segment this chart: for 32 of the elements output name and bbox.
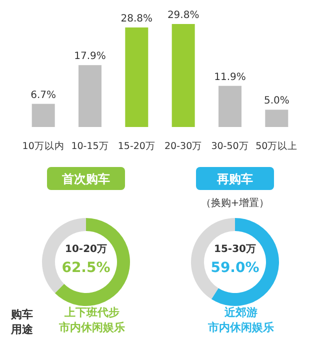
x-tick-label: 15-20万: [118, 141, 156, 152]
data-label: 29.8%: [167, 10, 200, 21]
bar: [218, 86, 242, 127]
text: 近郊游: [224, 306, 258, 319]
text: 购车用途: [10, 308, 34, 336]
data-label: 17.9%: [74, 51, 106, 62]
x-tick-label: 30-50万: [211, 141, 249, 152]
data-label: 6.7%: [30, 90, 56, 101]
data-label: 62.5%: [62, 260, 110, 276]
bar: [78, 65, 102, 127]
data-label: 5.0%: [264, 96, 290, 107]
bar: [125, 27, 148, 127]
donut-slice: [211, 218, 279, 306]
data-label: 28.8%: [120, 13, 153, 24]
text: 市内休闲娱乐: [207, 321, 274, 334]
chart-subtitle: （换购+增置）: [200, 197, 270, 209]
slice-label: 15-30万: [214, 244, 256, 255]
text: 市内休闲娱乐: [58, 321, 125, 334]
x-tick-label: 10-15万: [71, 141, 109, 152]
bar: [172, 24, 195, 127]
bar: [265, 110, 288, 127]
x-tick-label: 20-30万: [164, 141, 202, 152]
chart-title: 首次购车: [61, 172, 110, 186]
x-tick-label: 10万以内: [22, 140, 64, 152]
data-label: 11.9%: [214, 72, 246, 83]
text: 上下班代步: [64, 306, 120, 319]
chart-title: 再购车: [216, 172, 253, 186]
data-label: 59.0%: [210, 260, 260, 276]
bar: [32, 104, 55, 127]
donut-slice: [54, 218, 130, 306]
x-tick-label: 50万以上: [256, 140, 298, 152]
slice-label: 10-20万: [65, 244, 107, 255]
